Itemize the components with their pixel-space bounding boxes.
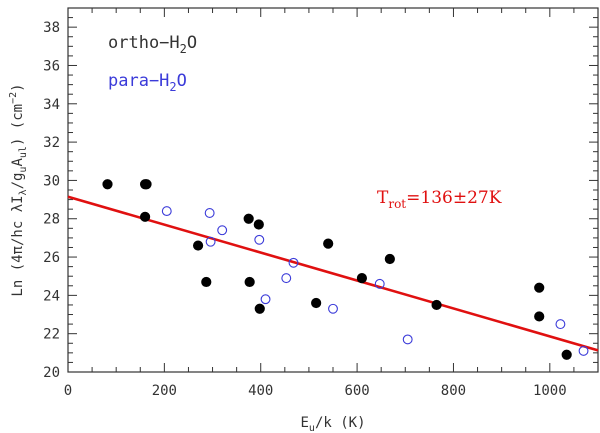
x-tick-label: 0 xyxy=(64,383,72,399)
ortho-point xyxy=(243,213,254,224)
plot-frame xyxy=(67,7,599,373)
y-tick-label: 34 xyxy=(43,97,60,113)
y-tick-label: 36 xyxy=(43,58,60,74)
data-points xyxy=(102,179,589,360)
y-axis-title: Ln (4π/hc λIλ/guAul) (cm−2) xyxy=(8,83,29,296)
y-tick-label: 26 xyxy=(43,250,60,266)
ortho-point xyxy=(356,273,368,284)
para-point xyxy=(555,319,566,330)
para-point xyxy=(205,236,216,247)
y-tick-label: 38 xyxy=(43,20,60,36)
ortho-point xyxy=(311,297,322,309)
axis-ticks xyxy=(67,7,599,373)
ortho-point xyxy=(534,282,545,293)
fit-line-group xyxy=(67,195,599,352)
legend-ortho: ortho−H2O xyxy=(108,33,197,56)
ortho-point xyxy=(244,276,255,288)
x-tick-label: 200 xyxy=(152,383,177,399)
ortho-point xyxy=(323,238,334,249)
para-point xyxy=(328,303,338,314)
x-tick-label: 800 xyxy=(441,383,466,399)
y-tick-label: 22 xyxy=(43,327,60,343)
fit-line xyxy=(67,195,599,352)
para-point xyxy=(281,273,292,284)
para-point xyxy=(204,208,215,218)
ortho-point xyxy=(253,219,264,230)
y-tick-label: 20 xyxy=(43,365,60,381)
para-point xyxy=(254,234,265,245)
ortho-point xyxy=(534,311,545,322)
tick-labels: 0 200 400 600 800 1000 20 22 24 26 28 30 32 34 36 38 xyxy=(43,20,567,399)
ortho-point xyxy=(139,211,151,222)
ortho-point xyxy=(201,276,212,288)
trot-annotation: Trot=136±27K xyxy=(377,188,502,211)
x-axis-title-sub: u xyxy=(309,423,315,433)
ortho-point xyxy=(384,253,395,265)
para-point xyxy=(161,206,172,217)
ortho-point xyxy=(192,240,204,251)
para-point xyxy=(578,345,589,356)
x-tick-label: 400 xyxy=(248,383,273,399)
x-axis-title: Eu/k (K) xyxy=(300,415,365,433)
para-point xyxy=(374,278,385,289)
para-point xyxy=(217,225,228,236)
ortho-point xyxy=(254,303,265,314)
x-tick-label: 600 xyxy=(344,383,369,399)
y-tick-label: 30 xyxy=(43,173,60,189)
legend-para: para−H2O xyxy=(108,71,187,94)
x-tick-label: 1000 xyxy=(533,383,567,399)
para-point xyxy=(260,294,271,305)
ortho-point xyxy=(102,179,113,190)
para-point xyxy=(402,334,413,345)
y-tick-label: 28 xyxy=(43,212,60,228)
ortho-point xyxy=(431,299,442,311)
para-point xyxy=(288,257,299,268)
ortho-point xyxy=(141,179,152,190)
y-tick-label: 32 xyxy=(43,135,60,151)
y-tick-label: 24 xyxy=(43,288,60,304)
ortho-point xyxy=(561,349,572,360)
